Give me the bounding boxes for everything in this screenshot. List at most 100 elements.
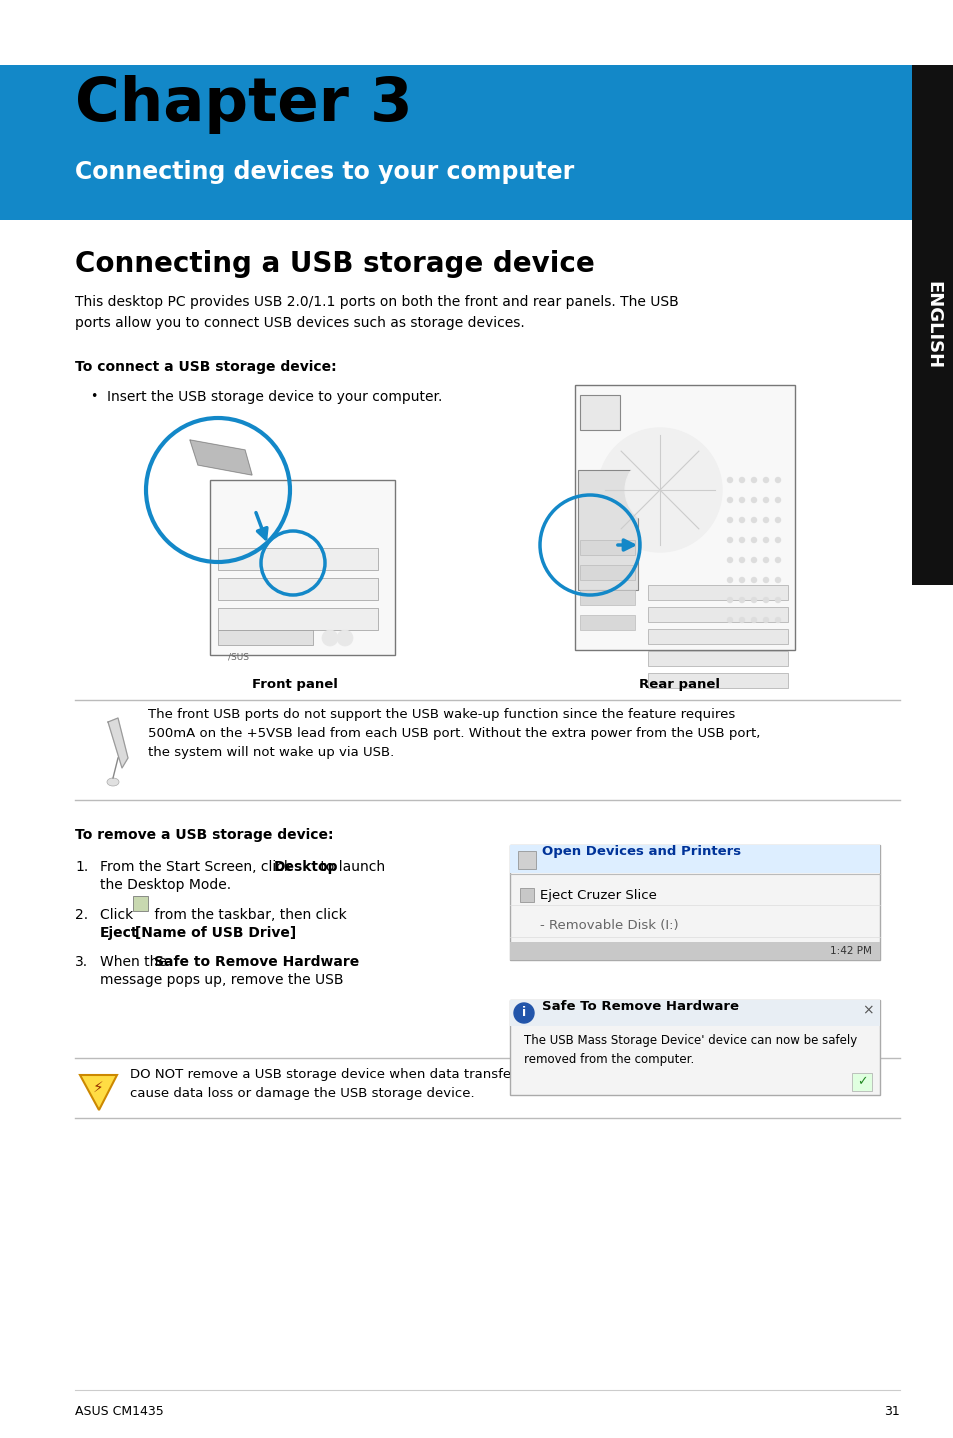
Bar [218, 630, 313, 646]
Circle shape [750, 498, 757, 503]
Bar [210, 480, 395, 654]
Circle shape [750, 477, 757, 483]
Bar [510, 846, 879, 873]
Bar [510, 942, 879, 961]
Circle shape [762, 617, 768, 623]
Circle shape [762, 557, 768, 564]
Bar [579, 590, 635, 605]
Text: the Desktop Mode.: the Desktop Mode. [100, 879, 231, 892]
Bar [911, 65, 953, 585]
Text: Chapter 3: Chapter 3 [75, 75, 413, 134]
Circle shape [726, 617, 732, 623]
Circle shape [726, 477, 732, 483]
Circle shape [739, 518, 744, 523]
Bar [510, 999, 879, 1025]
Circle shape [762, 577, 768, 582]
Circle shape [774, 518, 781, 523]
Bar [578, 470, 638, 590]
Text: i: i [521, 1007, 525, 1020]
Text: •: • [90, 390, 97, 403]
Polygon shape [108, 718, 128, 768]
Circle shape [762, 536, 768, 544]
Ellipse shape [107, 778, 119, 787]
Text: Front panel: Front panel [252, 677, 337, 692]
Circle shape [739, 617, 744, 623]
Text: [Name of USB Drive]: [Name of USB Drive] [130, 926, 296, 940]
Text: To connect a USB storage device:: To connect a USB storage device: [75, 360, 336, 374]
Circle shape [762, 518, 768, 523]
Bar [579, 565, 635, 580]
Bar [218, 608, 377, 630]
Text: 2.: 2. [75, 907, 88, 922]
Text: Connecting a USB storage device: Connecting a USB storage device [75, 250, 594, 278]
Circle shape [726, 536, 732, 544]
Text: 31: 31 [883, 1405, 899, 1418]
Text: ENGLISH: ENGLISH [923, 280, 941, 370]
Text: Eject Cruzer Slice: Eject Cruzer Slice [539, 889, 657, 902]
Circle shape [598, 429, 721, 552]
Bar [579, 395, 619, 430]
Text: DO NOT remove a USB storage device when data transfer is in progress. Doing so m: DO NOT remove a USB storage device when … [130, 1068, 709, 1100]
Bar [510, 999, 879, 1094]
Circle shape [774, 498, 781, 503]
Circle shape [774, 536, 781, 544]
Bar [132, 896, 148, 912]
Text: Insert the USB storage device to your computer.: Insert the USB storage device to your co… [107, 390, 442, 404]
Circle shape [774, 577, 781, 582]
Bar [851, 1073, 871, 1091]
Circle shape [750, 577, 757, 582]
Circle shape [750, 617, 757, 623]
Circle shape [762, 597, 768, 603]
Circle shape [750, 597, 757, 603]
Polygon shape [190, 440, 252, 475]
Text: The front USB ports do not support the USB wake-up function since the feature re: The front USB ports do not support the U… [148, 707, 760, 759]
Bar [647, 628, 787, 644]
Text: Safe to Remove Hardware: Safe to Remove Hardware [153, 955, 359, 969]
Text: message pops up, remove the USB: message pops up, remove the USB [100, 974, 343, 986]
Circle shape [774, 597, 781, 603]
Circle shape [750, 557, 757, 564]
Bar [517, 851, 536, 869]
Text: Safe To Remove Hardware: Safe To Remove Hardware [541, 999, 739, 1012]
Circle shape [774, 557, 781, 564]
Text: ASUS CM1435: ASUS CM1435 [75, 1405, 164, 1418]
Circle shape [726, 557, 732, 564]
Circle shape [739, 577, 744, 582]
Text: 3.: 3. [75, 955, 88, 969]
Text: Eject: Eject [100, 926, 138, 940]
Bar [647, 607, 787, 623]
Text: When the: When the [100, 955, 172, 969]
Circle shape [726, 498, 732, 503]
Text: From the Start Screen, click: From the Start Screen, click [100, 860, 296, 874]
Circle shape [739, 597, 744, 603]
Circle shape [750, 536, 757, 544]
Bar [647, 673, 787, 687]
Bar [510, 846, 879, 961]
Circle shape [762, 498, 768, 503]
Circle shape [624, 454, 695, 525]
Circle shape [739, 536, 744, 544]
Circle shape [336, 630, 353, 646]
Bar [218, 578, 377, 600]
Circle shape [774, 477, 781, 483]
Polygon shape [80, 1076, 117, 1110]
Circle shape [322, 630, 337, 646]
Text: ×: × [862, 1002, 873, 1017]
Text: - Removable Disk (I:): - Removable Disk (I:) [539, 919, 678, 932]
Bar [218, 548, 377, 569]
Circle shape [739, 477, 744, 483]
Text: 1.: 1. [75, 860, 89, 874]
Circle shape [774, 617, 781, 623]
Bar [575, 385, 794, 650]
Text: Click: Click [100, 907, 137, 922]
Bar [519, 889, 534, 902]
Circle shape [726, 518, 732, 523]
Text: /SUS: /SUS [228, 653, 249, 661]
Text: The USB Mass Storage Device' device can now be safely
removed from the computer.: The USB Mass Storage Device' device can … [523, 1034, 857, 1066]
Text: Open Devices and Printers: Open Devices and Printers [541, 844, 740, 857]
Circle shape [726, 577, 732, 582]
Text: Connecting devices to your computer: Connecting devices to your computer [75, 160, 574, 184]
Bar [647, 651, 787, 666]
Text: Rear panel: Rear panel [639, 677, 720, 692]
Bar [579, 615, 635, 630]
